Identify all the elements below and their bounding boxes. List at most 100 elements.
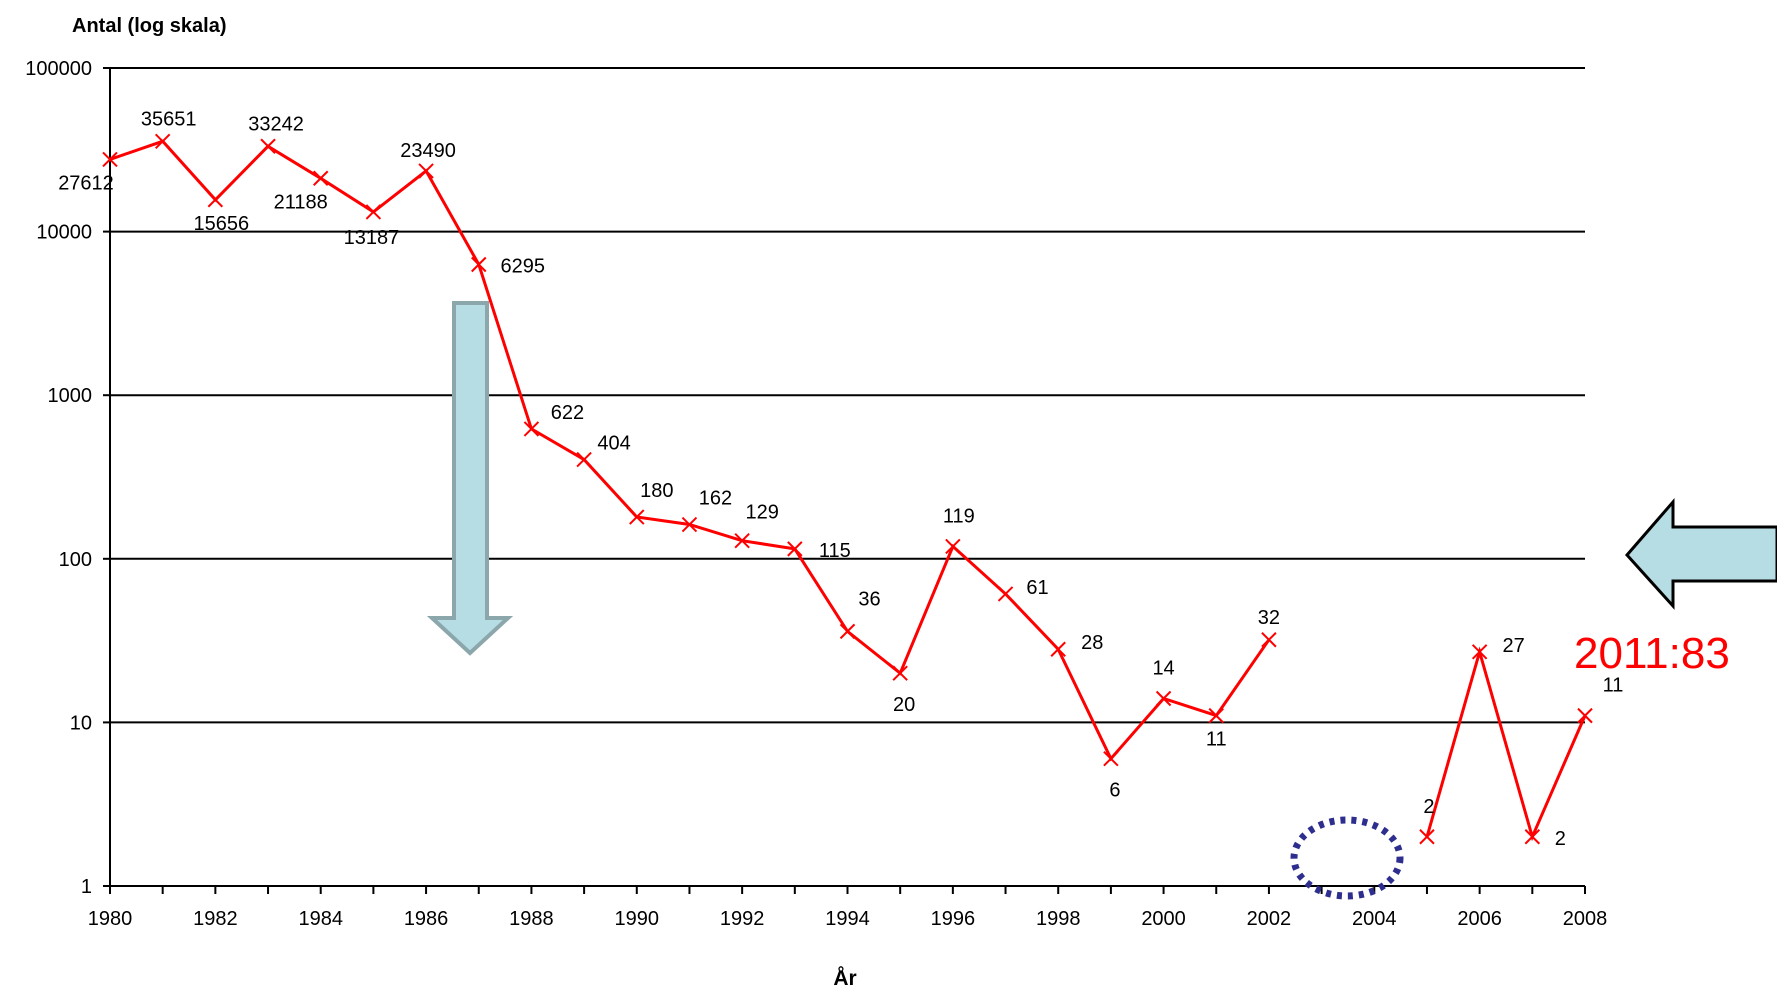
data-label-1998: 28 <box>1081 632 1103 654</box>
marker-1995 <box>892 665 908 681</box>
marker-stroke <box>1524 829 1541 845</box>
data-label-1989: 404 <box>597 433 630 455</box>
marker-stroke <box>1577 707 1593 724</box>
x-tick-1982: 1982 <box>193 908 238 930</box>
marker-1990 <box>629 509 645 525</box>
marker-2006 <box>1471 644 1488 660</box>
marker-1987 <box>471 256 487 273</box>
marker-stroke <box>313 170 329 186</box>
data-label-1980: 27612 <box>58 172 114 194</box>
marker-2008 <box>1577 707 1593 724</box>
x-tick-2006: 2006 <box>1457 908 1502 930</box>
x-tick-2004: 2004 <box>1352 908 1397 930</box>
marker-1992 <box>734 533 750 549</box>
marker-1996 <box>945 538 961 555</box>
marker-stroke <box>629 509 645 525</box>
marker-stroke <box>787 541 803 557</box>
x-tick-labels: 1980 1982 1984 1986 1988 1990 1992 1994 1996 1998… <box>88 908 1608 930</box>
marker-stroke <box>945 538 961 555</box>
data-label-1995: 20 <box>893 694 915 716</box>
data-label-1993: 115 <box>819 540 851 562</box>
marker-2002 <box>1261 632 1277 648</box>
marker-1983 <box>260 138 276 154</box>
marker-1999 <box>1103 750 1119 767</box>
data-label-1986: 23490 <box>400 140 456 162</box>
x-axis-label: År <box>833 966 856 990</box>
marker-1980 <box>102 151 118 168</box>
data-label-2008: 11 <box>1603 675 1624 697</box>
x-tick-2002: 2002 <box>1247 908 1292 930</box>
y-tick-10000: 10000 <box>36 222 92 244</box>
data-label-1981: 35651 <box>141 108 197 130</box>
x-tick-2008: 2008 <box>1563 908 1608 930</box>
data-label-1988: 622 <box>551 402 584 424</box>
series-line <box>109 139 1587 842</box>
data-label-1996: 119 <box>943 505 975 527</box>
marker-1997 <box>997 586 1014 602</box>
data-label-1983: 33242 <box>248 113 304 135</box>
x-tick-1990: 1990 <box>615 908 660 930</box>
x-tick-1988: 1988 <box>509 908 554 930</box>
x-tick-1998: 1998 <box>1036 908 1081 930</box>
marker-1982 <box>207 192 224 208</box>
data-label-1985: 13187 <box>344 227 400 249</box>
data-label-1987: 6295 <box>501 255 546 277</box>
marker-stroke <box>1208 707 1224 724</box>
x-tick-1992: 1992 <box>720 908 765 930</box>
data-label-2007: 2 <box>1555 828 1566 850</box>
marker-stroke <box>892 665 908 681</box>
y-tick-100: 100 <box>59 549 92 571</box>
marker-1993 <box>787 541 803 557</box>
series-segment-1 <box>109 139 1271 762</box>
marker-2007 <box>1524 829 1541 845</box>
marker-1985 <box>365 204 382 220</box>
x-tick-1994: 1994 <box>825 908 870 930</box>
y-tick-labels: 1 10 100 1000 10000 100000 <box>25 58 92 898</box>
y-axis-label: Antal (log skala) <box>72 15 226 37</box>
marker-stroke <box>1419 829 1435 845</box>
marker-stroke <box>523 421 540 437</box>
marker-1986 <box>418 163 434 179</box>
marker-1994 <box>839 623 856 640</box>
data-label-1982: 15656 <box>194 213 250 235</box>
annotation-2011: 2011:83 <box>1574 629 1730 678</box>
marker-stroke <box>839 623 856 640</box>
marker-stroke <box>154 133 171 149</box>
y-tick-1: 1 <box>81 876 92 898</box>
marker-stroke <box>1103 750 1119 767</box>
left-arrow-icon <box>1624 497 1777 610</box>
marker-2001 <box>1208 707 1224 724</box>
marker-2005 <box>1419 829 1435 845</box>
y-tick-100000: 100000 <box>25 58 92 80</box>
data-label-2002: 32 <box>1258 607 1280 629</box>
data-label-2001: 11 <box>1206 729 1227 751</box>
data-label-2000: 14 <box>1152 657 1174 679</box>
down-arrow-icon <box>426 301 514 656</box>
marker-1981 <box>154 133 171 149</box>
marker-stroke <box>734 533 750 549</box>
y-tick-10: 10 <box>70 712 92 734</box>
data-label-2006: 27 <box>1503 635 1525 657</box>
marker-1984 <box>313 170 329 186</box>
data-labels: 2761235651156563324221188131872349062956… <box>58 108 1623 849</box>
marker-2000 <box>1155 690 1172 707</box>
y-tick-1000: 1000 <box>48 385 93 407</box>
gap-ellipse <box>1290 816 1404 900</box>
x-tick-2000: 2000 <box>1141 908 1186 930</box>
marker-stroke <box>681 516 698 533</box>
marker-stroke <box>365 204 382 220</box>
marker-stroke <box>102 151 118 168</box>
marker-stroke <box>418 163 434 179</box>
data-markers <box>102 133 1593 845</box>
series-segment-2 <box>1425 646 1587 842</box>
data-label-1997: 61 <box>1026 577 1048 599</box>
data-label-1984: 21188 <box>274 191 328 213</box>
marker-stroke <box>997 586 1014 602</box>
marker-1998 <box>1050 641 1066 657</box>
marker-1989 <box>576 451 592 468</box>
marker-stroke <box>576 451 592 468</box>
data-label-1994: 36 <box>858 588 880 610</box>
marker-stroke <box>471 256 487 273</box>
marker-stroke <box>1155 690 1172 707</box>
